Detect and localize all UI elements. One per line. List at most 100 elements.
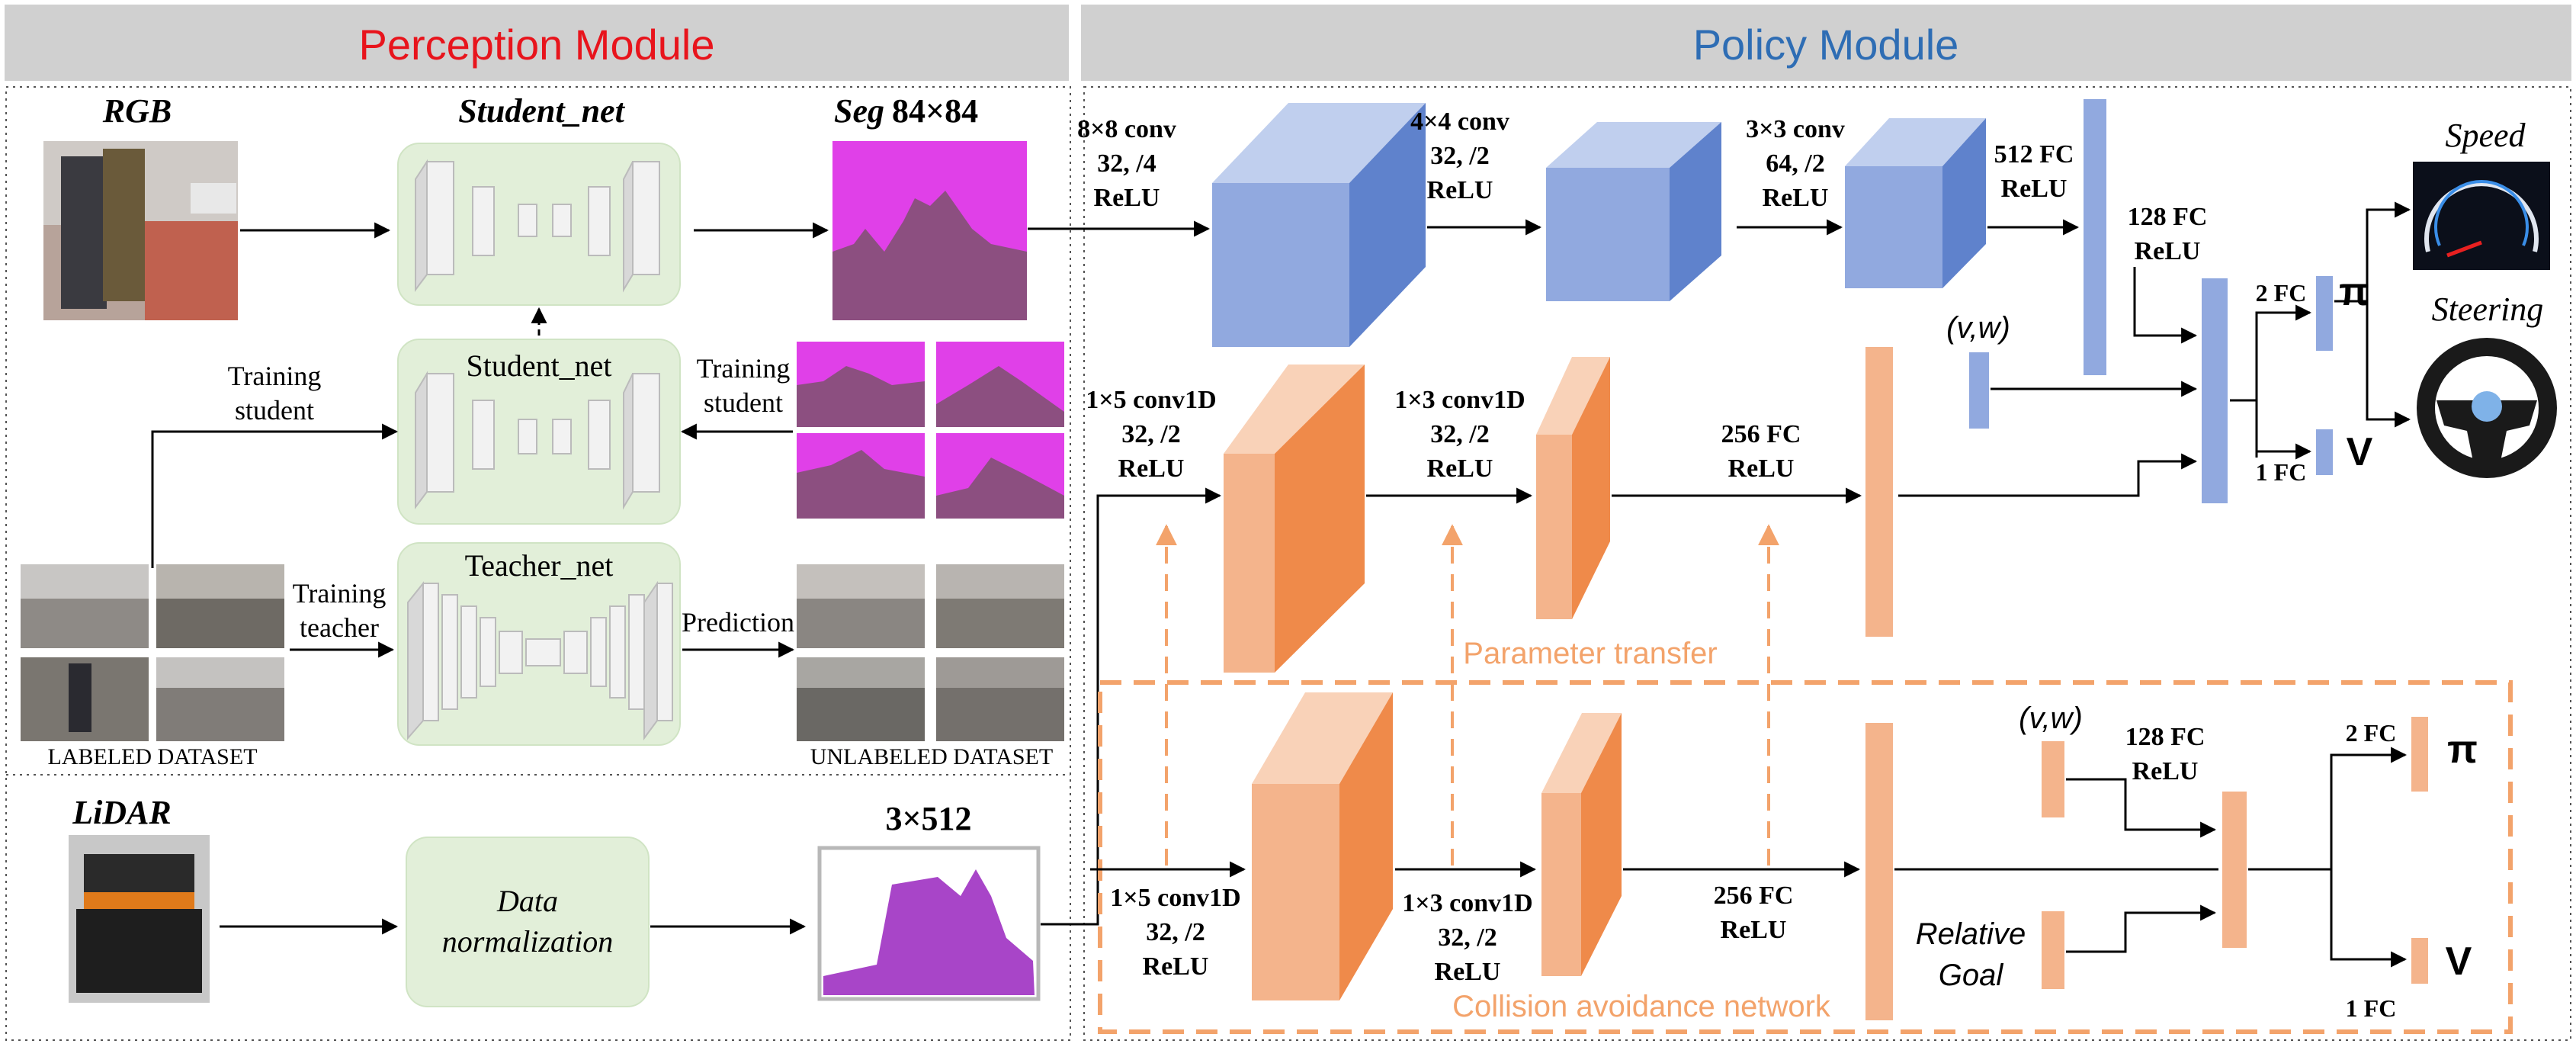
conv1d-d-l1: 1×3 conv1D <box>1402 889 1532 917</box>
fc128-bot-to-v-arrow <box>2330 869 2408 968</box>
fc128-bot-l2: ReLU <box>2132 757 2199 785</box>
speed-label: Speed <box>2445 117 2526 154</box>
vw-bot-bar <box>2042 741 2064 817</box>
conv1d-a-l1: 1×5 conv1D <box>1086 386 1216 414</box>
conv2-block <box>1546 122 1721 301</box>
v-top-bar <box>2316 429 2333 475</box>
conv1d-d-block <box>1541 713 1622 976</box>
pi-top-label: π <box>2339 270 2369 314</box>
training-teacher-2: teacher <box>300 612 379 643</box>
goal-to-fc128-arrow <box>2066 904 2217 953</box>
perception-header-bar <box>5 5 1069 81</box>
v-top-label: V <box>2347 430 2373 474</box>
scan-to-policy-arrow <box>1041 487 1222 926</box>
lidar-label: LiDAR <box>72 794 172 831</box>
labeled-dataset-images <box>21 564 284 741</box>
conv1d-a-block <box>1224 365 1365 673</box>
prediction-label: Prediction <box>682 607 794 638</box>
conv1-l2: 32, /4 <box>1097 149 1156 178</box>
fc1-bot-label: 1 FC <box>2346 994 2397 1022</box>
conv1d-d-l3: ReLU <box>1435 958 1501 986</box>
student-net-mid-label: Student_net <box>466 348 611 383</box>
vw-bot-to-fc128-arrow <box>2066 778 2217 838</box>
v-bot-bar <box>2411 938 2428 984</box>
fc128-to-v-arrow <box>2255 443 2312 460</box>
policy-header-bar <box>1081 5 2571 81</box>
conv3-l1: 3×3 conv <box>1746 115 1845 143</box>
relative-goal-l1: Relative <box>1916 917 2026 951</box>
teacher-net-layers <box>407 580 673 741</box>
rgb-label: RGB <box>102 92 172 130</box>
labeled-dataset-caption: LABELED DATASET <box>47 744 257 769</box>
fc128-l2: ReLU <box>2135 237 2201 265</box>
fc128-to-pi-arrow <box>2255 304 2312 321</box>
fc512-bar <box>2084 99 2106 375</box>
lidar-sensor-image <box>69 835 210 1003</box>
conv1d-a-l2: 32, /2 <box>1121 420 1180 448</box>
training-student-right-2: student <box>704 387 783 418</box>
conv1d-c-l2: 32, /2 <box>1146 918 1205 946</box>
fc512-l2: ReLU <box>2001 175 2068 203</box>
steering-label: Steering <box>2432 291 2544 328</box>
seg-size-label: 84×84 <box>892 92 978 130</box>
conv2-l2: 32, /2 <box>1430 142 1489 170</box>
conv1d-b-l3: ReLU <box>1427 454 1493 483</box>
training-student-left-2: student <box>235 395 314 426</box>
relative-goal-l2: Goal <box>1939 959 2004 992</box>
parameter-transfer-label: Parameter transfer <box>1463 637 1717 670</box>
student-net-top-label: Student_net <box>458 92 625 130</box>
conv3-l3: ReLU <box>1763 184 1829 212</box>
conv1-l3: ReLU <box>1094 184 1160 212</box>
conv1d-b-l1: 1×3 conv1D <box>1394 386 1525 414</box>
fc128-bar <box>2202 278 2228 503</box>
lidar-scan-image <box>817 846 1041 1001</box>
fc256-bot-l2: ReLU <box>1721 916 1787 944</box>
fc512-to-fc128-arrow <box>2133 267 2198 344</box>
pi-to-steering-arrow <box>2366 301 2411 428</box>
fc128-bot-to-pi-arrow <box>2330 747 2408 869</box>
fc2-top-label: 2 FC <box>2256 279 2307 307</box>
data-normalization-label-1: Data <box>496 884 558 918</box>
lidar-dim-label: 3×512 <box>885 800 971 837</box>
fc128-bot-bar <box>2222 792 2247 948</box>
conv1d-c-l1: 1×5 conv1D <box>1110 884 1240 912</box>
steering-wheel-icon <box>2417 338 2557 478</box>
fc256-bot-l1: 256 FC <box>1714 882 1794 910</box>
conv1d-b-block <box>1536 357 1610 619</box>
fc1-top-label: 1 FC <box>2256 458 2307 486</box>
unlabeled-dataset-caption: UNLABELED DATASET <box>810 744 1053 769</box>
unlabeled-dataset-images <box>797 564 1064 741</box>
conv1-l1: 8×8 conv <box>1077 115 1176 143</box>
pseudo-label-grid <box>797 342 1064 519</box>
data-normalization-label-2: normalization <box>442 924 613 959</box>
vw-top-label: (v,w) <box>1946 311 2010 345</box>
conv2-l3: ReLU <box>1427 176 1493 204</box>
collision-network-label: Collision avoidance network <box>1452 990 1831 1023</box>
training-student-left-1: Training <box>228 361 322 391</box>
fc256-bot-bar <box>1865 723 1893 1020</box>
fc256-mid-l2: ReLU <box>1728 454 1795 483</box>
fc256-mid-bar <box>1865 347 1893 637</box>
parameter-transfer-arrows <box>1156 524 1779 866</box>
fc256-to-fc128-arrow <box>1898 453 2198 497</box>
conv2-l1: 4×4 conv <box>1410 108 1509 136</box>
conv1d-a-l3: ReLU <box>1118 454 1185 483</box>
pi-bot-label: π <box>2447 727 2478 772</box>
training-teacher-1: Training <box>293 578 387 609</box>
pi-top-bar <box>2316 276 2333 351</box>
vw-top-bar <box>1969 352 1989 429</box>
labeled-to-student-arrow <box>151 423 399 568</box>
conv3-block <box>1845 118 1986 288</box>
fc256-mid-l1: 256 FC <box>1721 420 1801 448</box>
relative-goal-bar <box>2042 911 2064 989</box>
conv1d-d-l2: 32, /2 <box>1438 923 1497 952</box>
conv1-block <box>1212 103 1426 347</box>
data-normalization-box <box>406 837 650 1007</box>
student-net-top-box <box>397 143 681 306</box>
policy-frame <box>1083 86 2571 1041</box>
fc2-bot-label: 2 FC <box>2346 719 2397 747</box>
teacher-net-label: Teacher_net <box>465 548 614 583</box>
rgb-image <box>43 141 238 320</box>
pi-to-speed-arrow <box>2366 201 2411 301</box>
